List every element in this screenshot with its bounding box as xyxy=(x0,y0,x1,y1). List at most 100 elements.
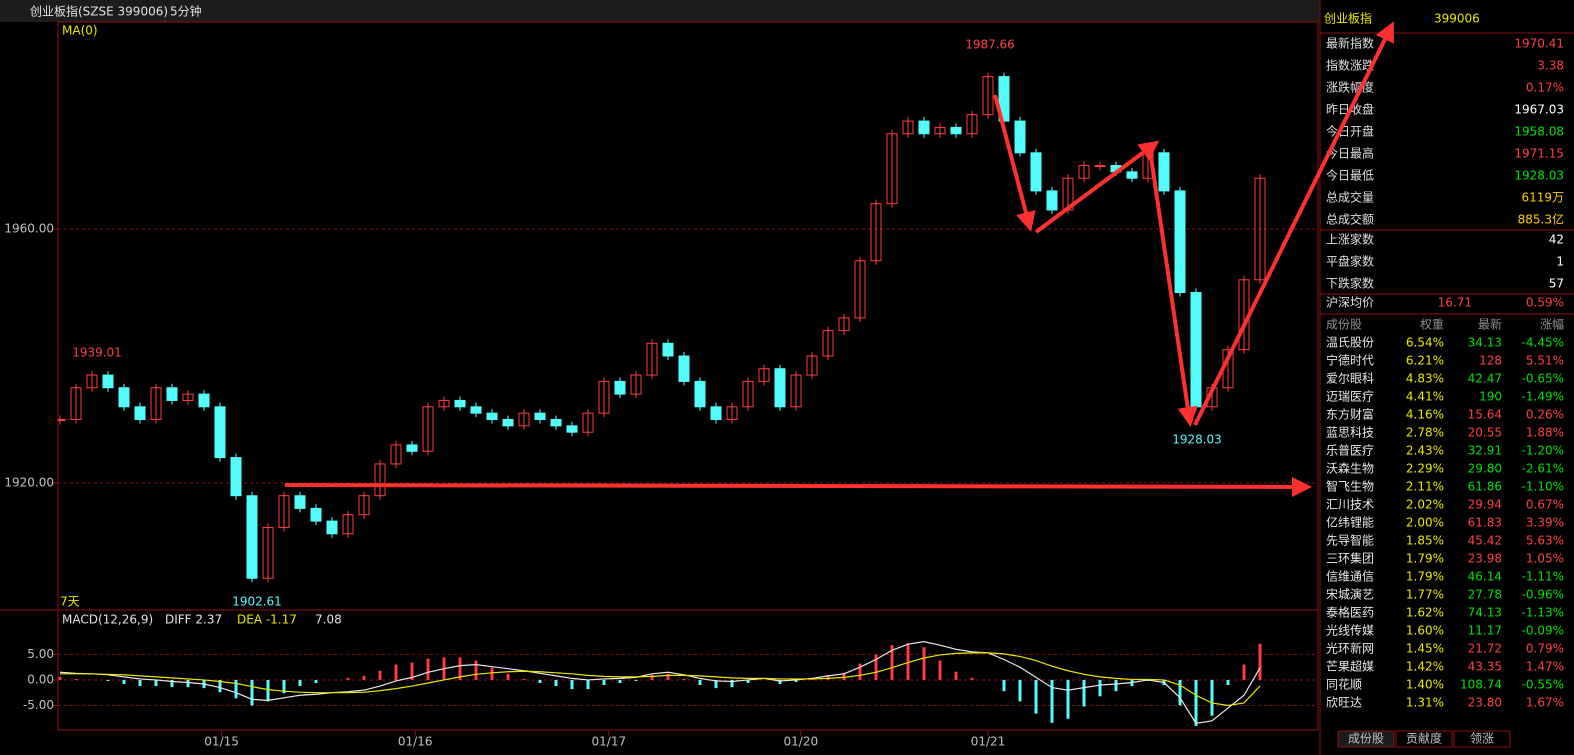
candle xyxy=(1078,165,1090,179)
table-cell: 2.02% xyxy=(1406,498,1444,512)
tab-label[interactable]: 贡献度 xyxy=(1406,731,1442,746)
tab[interactable] xyxy=(1453,730,1511,748)
table-cell[interactable]: 汇川技术 xyxy=(1326,498,1374,512)
candle xyxy=(934,126,946,135)
table-cell: 4.41% xyxy=(1406,390,1444,404)
quote-code: 399006 xyxy=(1434,12,1480,26)
breadth-value: 42 xyxy=(1549,233,1564,247)
period[interactable]: 5分钟 xyxy=(170,4,202,19)
table-cell: -0.96% xyxy=(1522,588,1564,602)
table-cell[interactable]: 迈瑞医疗 xyxy=(1326,390,1374,404)
candle xyxy=(1158,152,1170,192)
table-cell: 1.85% xyxy=(1406,534,1444,548)
y-tick-label: -5.00 xyxy=(23,698,54,712)
table-cell[interactable]: 光环新网 xyxy=(1326,641,1374,656)
x-tick-label: 01/16 xyxy=(398,735,433,749)
candle xyxy=(1014,120,1026,154)
table-cell: 1.79% xyxy=(1406,570,1444,584)
candle xyxy=(646,342,658,376)
table-header: 成份股 xyxy=(1326,318,1362,332)
quote-label: 今日最高 xyxy=(1326,146,1374,161)
table-cell: -1.13% xyxy=(1522,606,1564,620)
macd-line xyxy=(60,652,1261,707)
diff-label: DIFF 2.37 xyxy=(165,613,222,627)
table-cell[interactable]: 宋城演艺 xyxy=(1326,587,1374,602)
candle xyxy=(518,412,530,427)
macd xyxy=(58,641,1262,726)
y-tick-label: 1920.00 xyxy=(4,476,54,490)
table-cell[interactable]: 欣旺达 xyxy=(1326,696,1362,710)
table-cell[interactable]: 芒果超媒 xyxy=(1326,659,1374,674)
dea-label: DEA -1.17 xyxy=(237,613,297,627)
table-cell[interactable]: 宁德时代 xyxy=(1326,353,1374,368)
table-cell[interactable]: 三环集团 xyxy=(1326,551,1374,566)
table-cell: 4.83% xyxy=(1406,372,1444,386)
x-tick-label: 01/20 xyxy=(784,735,819,749)
table-cell[interactable]: 亿纬锂能 xyxy=(1326,515,1374,530)
candle xyxy=(246,495,258,579)
table-cell: 46.14 xyxy=(1468,570,1502,584)
table-cell[interactable]: 智飞生物 xyxy=(1326,479,1374,494)
tab[interactable] xyxy=(1337,730,1395,748)
table-cell: 128 xyxy=(1479,354,1502,368)
table-cell: -0.09% xyxy=(1522,624,1564,638)
frame xyxy=(57,21,1319,731)
candle xyxy=(374,463,386,497)
breadth-label: 下跌家数 xyxy=(1326,276,1374,291)
quote-value: 3.38 xyxy=(1537,59,1564,73)
quote-value: 885.3亿 xyxy=(1518,212,1564,227)
table-cell: -1.10% xyxy=(1522,480,1564,494)
candle xyxy=(502,419,514,427)
quote-label: 总成交额 xyxy=(1326,212,1374,227)
candle xyxy=(582,412,594,433)
candle xyxy=(134,406,146,421)
table-cell: 11.17 xyxy=(1468,624,1502,638)
quote-name: 创业板指 xyxy=(1324,11,1372,26)
annotation: 1928.03 xyxy=(1172,433,1222,447)
table-cell[interactable]: 泰格医药 xyxy=(1326,605,1374,620)
table-cell: 1.45% xyxy=(1406,642,1444,656)
arrow xyxy=(284,476,1312,497)
table-cell: 190 xyxy=(1479,390,1502,404)
candle xyxy=(310,507,322,522)
table-header: 涨幅 xyxy=(1540,317,1564,332)
chart-title: 创业板指(SZSE 399006) xyxy=(30,4,168,19)
quote-value: 1958.08 xyxy=(1514,125,1564,139)
annotation: 1939.01 xyxy=(72,346,122,360)
tab-label[interactable]: 成份股 xyxy=(1348,732,1384,746)
table-cell: 1.47% xyxy=(1526,660,1564,674)
table-cell[interactable]: 信维通信 xyxy=(1326,570,1374,584)
avg-price: 16.71 xyxy=(1438,296,1472,310)
table-cell[interactable]: 沃森生物 xyxy=(1326,461,1374,476)
tab-label[interactable]: 领涨 xyxy=(1470,731,1494,746)
quote-label: 今日最低 xyxy=(1326,168,1374,183)
candle xyxy=(982,76,994,116)
table-cell: 74.13 xyxy=(1468,606,1502,620)
candle xyxy=(454,399,466,408)
table-cell[interactable]: 蓝思科技 xyxy=(1326,426,1374,440)
table-cell: 2.11% xyxy=(1406,480,1444,494)
table-cell[interactable]: 同花顺 xyxy=(1326,677,1362,692)
table-cell[interactable]: 温氏股份 xyxy=(1326,336,1374,350)
candle xyxy=(1046,190,1058,211)
table-cell[interactable]: 光线传媒 xyxy=(1326,623,1374,638)
table-cell: -1.11% xyxy=(1522,570,1564,584)
candle xyxy=(358,495,370,516)
table-cell[interactable]: 先导智能 xyxy=(1326,533,1374,548)
tab[interactable] xyxy=(1395,730,1453,748)
candle xyxy=(742,380,754,408)
candle xyxy=(58,419,66,422)
table-cell: -1.20% xyxy=(1522,444,1564,458)
table-cell[interactable]: 东方财富 xyxy=(1326,407,1374,422)
table-cell[interactable]: 乐普医疗 xyxy=(1326,444,1374,458)
candle xyxy=(70,387,82,421)
table-cell: 43.35 xyxy=(1468,660,1502,674)
candle xyxy=(406,444,418,452)
table-cell: -0.65% xyxy=(1522,372,1564,386)
candle xyxy=(758,368,770,382)
table-cell[interactable]: 爱尔眼科 xyxy=(1326,371,1374,386)
breadth-label: 平盘家数 xyxy=(1326,254,1374,269)
quote-value: 1928.03 xyxy=(1514,169,1564,183)
